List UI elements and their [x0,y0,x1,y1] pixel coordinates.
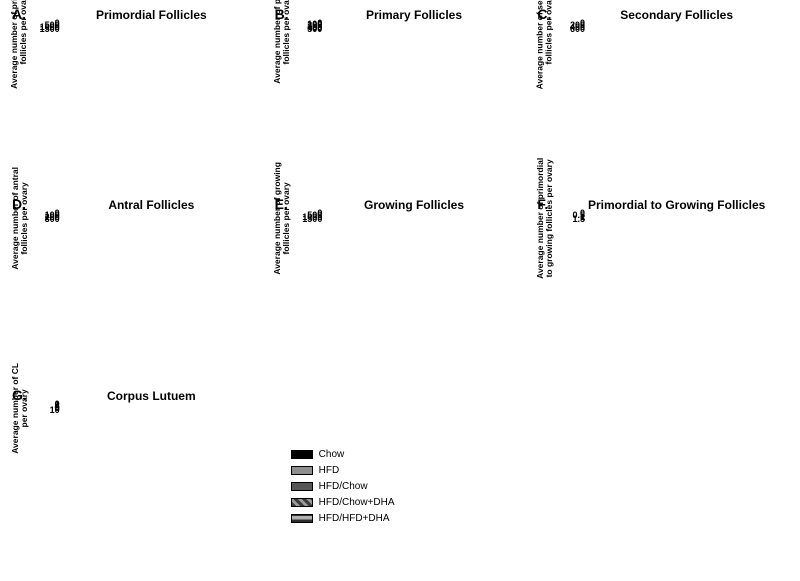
legend-label: HFD/Chow [319,479,368,495]
figure-grid: A.Primordial FolliclesAverage number of … [0,0,800,581]
y-tick-label: 1500 [30,24,60,34]
legend-swatch [291,450,313,459]
legend-item-hfd: HFD [291,463,395,479]
legend-item-hfd_chow_dha: HFD/Chow+DHA [291,495,395,511]
y-tick-label: 1500 [292,214,322,224]
legend-label: HFD [319,463,340,479]
legend-item-chow: Chow [291,447,395,463]
y-tick-label: 1.5 [555,214,585,224]
y-tick-label: 10 [30,405,60,415]
legend-item-hfd_hfd_dha: HFD/HFD+DHA [291,511,395,527]
y-tick-label: 300 [30,214,60,224]
legend-label: HFD/Chow+DHA [319,495,395,511]
legend-label: HFD/HFD+DHA [319,511,390,527]
legend-label: Chow [319,447,345,463]
legend-item-hfd_chow: HFD/Chow [291,479,395,495]
y-tick-label: 500 [292,24,322,34]
legend: ChowHFDHFD/ChowHFD/Chow+DHAHFD/HFD+DHA [291,447,395,527]
y-tick-label: 600 [555,24,585,34]
legend-swatch [291,466,313,475]
legend-swatch [291,498,313,507]
legend-swatch [291,514,313,523]
legend-swatch [291,482,313,491]
